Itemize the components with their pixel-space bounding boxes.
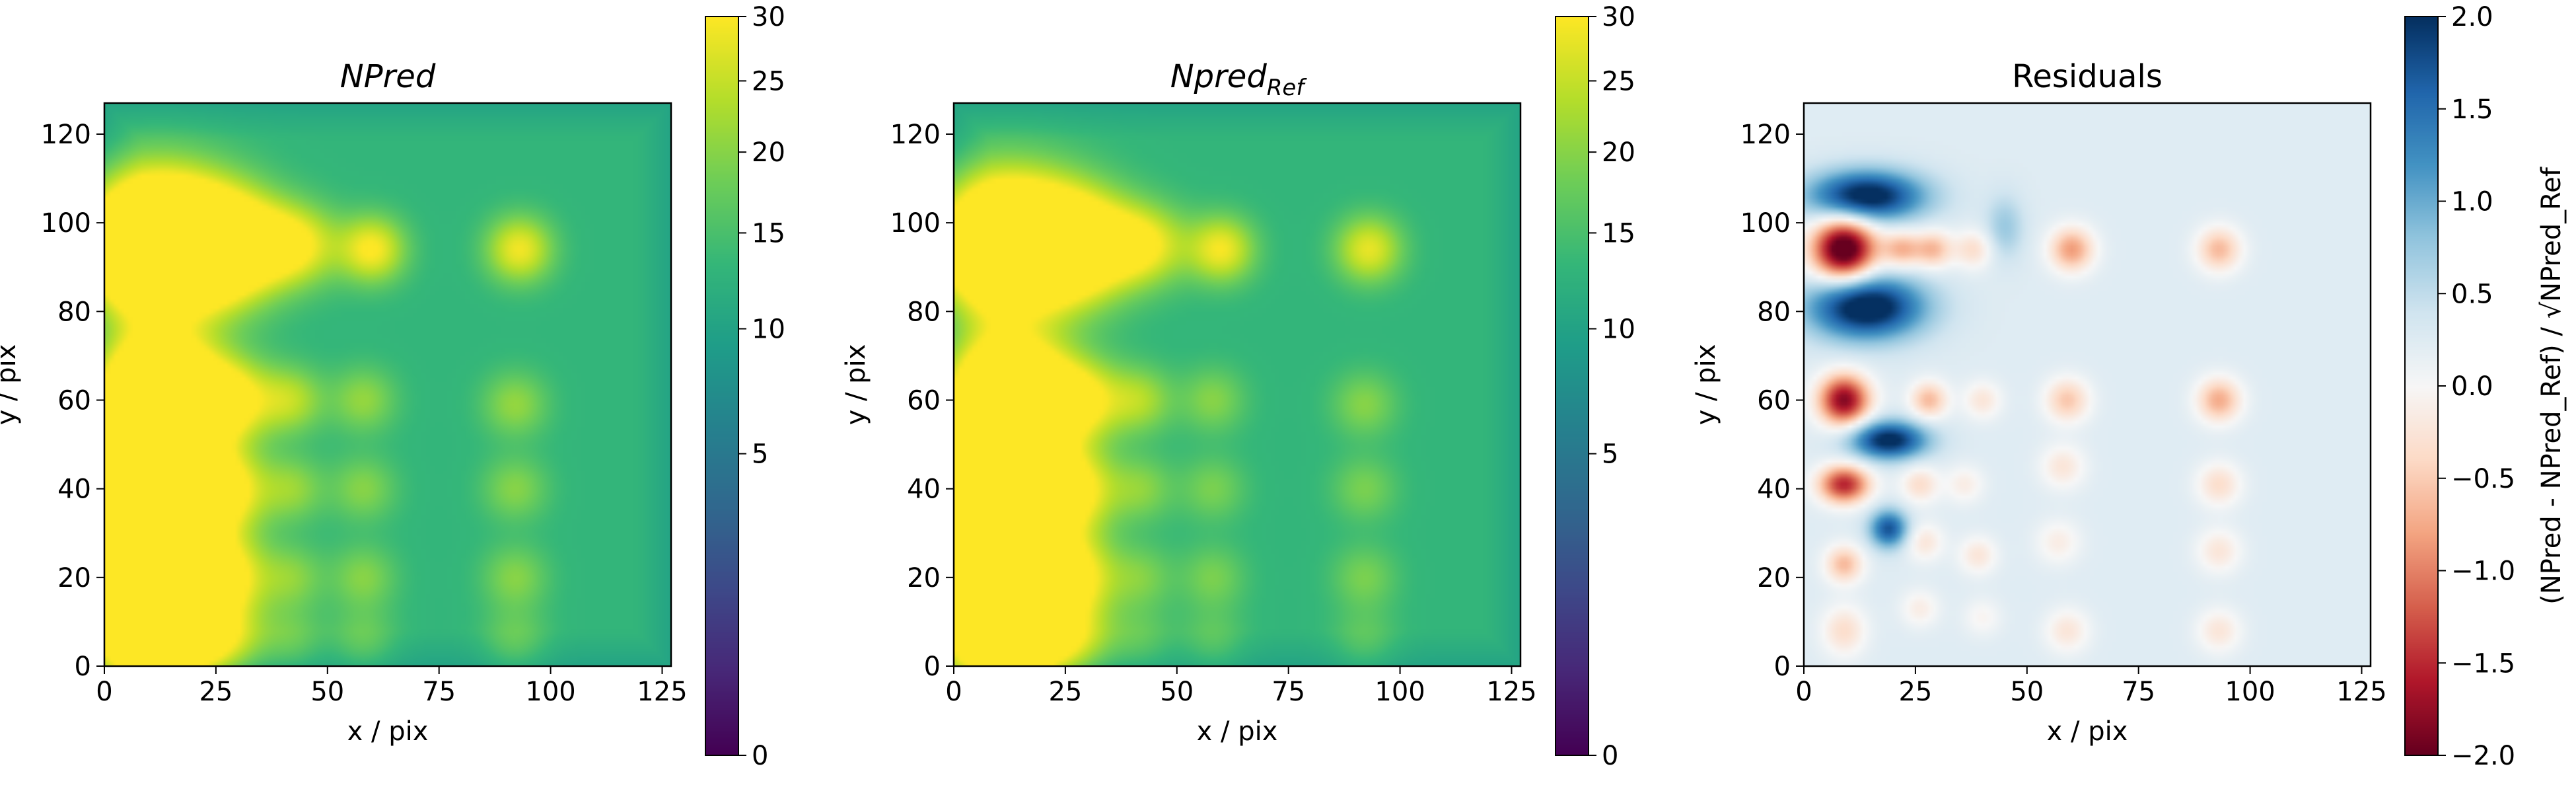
y-tick-label: 60 bbox=[57, 385, 91, 416]
colorbar-frame bbox=[1555, 16, 1589, 756]
x-tick-label: 100 bbox=[525, 677, 575, 707]
x-tick-label: 75 bbox=[422, 677, 456, 707]
panel-title: NPred bbox=[340, 58, 436, 95]
y-tick-label: 40 bbox=[907, 474, 941, 505]
x-tick-label: 25 bbox=[1898, 677, 1932, 707]
y-tick-label: 120 bbox=[1740, 120, 1791, 150]
colorbar-tick-label: 0 bbox=[752, 741, 768, 771]
colorbar-tick-label: 1.5 bbox=[2451, 94, 2493, 125]
x-tick-label: 50 bbox=[1160, 677, 1194, 707]
y-axis-label: y / pix bbox=[841, 344, 871, 426]
x-tick-label: 0 bbox=[1795, 677, 1812, 707]
colorbar-tick-label: 25 bbox=[752, 66, 785, 96]
colorbar-tick-label: 20 bbox=[752, 137, 785, 168]
panel-title: NpredRef bbox=[1170, 58, 1308, 101]
colorbar-tick-label: 10 bbox=[1602, 315, 1635, 345]
colorbar-tick-label: −1.5 bbox=[2451, 648, 2515, 679]
y-axis-label: y / pix bbox=[0, 344, 22, 426]
x-tick-label: 0 bbox=[945, 677, 962, 707]
colorbar: 0 5 10 15 20 25 30 bbox=[1555, 2, 1635, 771]
y-tick-label: 80 bbox=[57, 297, 91, 327]
y-tick-label: 20 bbox=[907, 563, 941, 593]
x-tick-label: 100 bbox=[1375, 677, 1425, 707]
y-tick-label: 100 bbox=[890, 208, 941, 239]
y-axis-label: y / pix bbox=[1691, 344, 1721, 426]
y-tick-label: 0 bbox=[924, 652, 941, 682]
x-tick-label: 125 bbox=[637, 677, 687, 707]
colorbar: −2.0 −1.5 −1.0 −0.5 0.0 0.5 1.0 1.5 2.0 (NPred - … bbox=[2404, 2, 2567, 771]
colorbar-tick-label: 0.0 bbox=[2451, 371, 2493, 402]
heatmap-image bbox=[1804, 103, 2371, 666]
colorbar-gradient bbox=[2405, 17, 2438, 755]
y-tick-label: 60 bbox=[1757, 385, 1791, 416]
colorbar-tick-label: 5 bbox=[752, 439, 768, 470]
x-tick-label: 75 bbox=[1271, 677, 1305, 707]
panel-title: Residuals bbox=[2012, 58, 2163, 95]
colorbar: 0 5 10 15 20 25 30 bbox=[705, 2, 785, 771]
y-tick-label: 0 bbox=[1774, 652, 1791, 682]
heatmap-image bbox=[104, 103, 671, 666]
y-tick-label: 80 bbox=[907, 297, 941, 327]
y-tick-label: 20 bbox=[1757, 563, 1791, 593]
x-tick-label: 0 bbox=[96, 677, 112, 707]
colorbar-tick-label: 30 bbox=[752, 2, 785, 32]
x-tick-label: 50 bbox=[2010, 677, 2044, 707]
x-axis-label: x / pix bbox=[2047, 716, 2128, 747]
x-tick-label: 125 bbox=[1486, 677, 1536, 707]
x-tick-label: 25 bbox=[199, 677, 233, 707]
colorbar-tick-label: 15 bbox=[752, 218, 785, 248]
colorbar-label: (NPred - NPred_Ref) / √NPred_Ref bbox=[2536, 167, 2567, 604]
y-tick-label: 120 bbox=[890, 120, 941, 150]
x-tick-label: 125 bbox=[2336, 677, 2386, 707]
y-tick-label: 100 bbox=[1740, 208, 1791, 239]
plot-frame bbox=[952, 102, 1522, 667]
y-tick-label: 0 bbox=[75, 652, 91, 682]
y-tick-label: 120 bbox=[41, 120, 91, 150]
plot-frame bbox=[1803, 102, 2372, 667]
colorbar-tick-label: 1.0 bbox=[2451, 187, 2493, 217]
y-tick-label: 40 bbox=[1757, 474, 1791, 505]
y-tick-label: 40 bbox=[57, 474, 91, 505]
colorbar-tick-label: 5 bbox=[1602, 439, 1618, 470]
x-tick-label: 75 bbox=[2122, 677, 2155, 707]
colorbar-tick-label: 0 bbox=[1602, 741, 1618, 771]
chart-panel-3: 0 25 50 75 100 125 0 20 40 60 80 100 120 x / pix y / p… bbox=[1691, 2, 2567, 771]
colorbar-tick-label: 30 bbox=[1602, 2, 1635, 32]
x-tick-label: 100 bbox=[2225, 677, 2275, 707]
colorbar-tick-label: −1.0 bbox=[2451, 556, 2515, 587]
colorbar-tick-label: 15 bbox=[1602, 218, 1635, 248]
heatmap-image bbox=[954, 103, 1521, 666]
x-axis-label: x / pix bbox=[347, 716, 429, 747]
colorbar-frame bbox=[705, 16, 739, 756]
x-tick-label: 25 bbox=[1048, 677, 1082, 707]
colorbar-tick-label: 0.5 bbox=[2451, 279, 2493, 309]
colorbar-tick-label: 25 bbox=[1602, 66, 1635, 96]
colorbar-tick-label: 2.0 bbox=[2451, 2, 2493, 32]
colorbar-gradient bbox=[705, 17, 738, 755]
colorbar-tick-label: −2.0 bbox=[2451, 741, 2515, 771]
y-tick-label: 20 bbox=[57, 563, 91, 593]
y-tick-label: 100 bbox=[41, 208, 91, 239]
y-tick-label: 80 bbox=[1757, 297, 1791, 327]
colorbar-tick-label: 20 bbox=[1602, 137, 1635, 168]
x-axis-label: x / pix bbox=[1197, 716, 1278, 747]
colorbar-gradient bbox=[1556, 17, 1589, 755]
colorbar-tick-label: 10 bbox=[752, 315, 785, 345]
plot-frame bbox=[103, 102, 672, 667]
colorbar-tick-label: −0.5 bbox=[2451, 464, 2515, 494]
x-tick-label: 50 bbox=[310, 677, 344, 707]
y-tick-label: 60 bbox=[907, 385, 941, 416]
